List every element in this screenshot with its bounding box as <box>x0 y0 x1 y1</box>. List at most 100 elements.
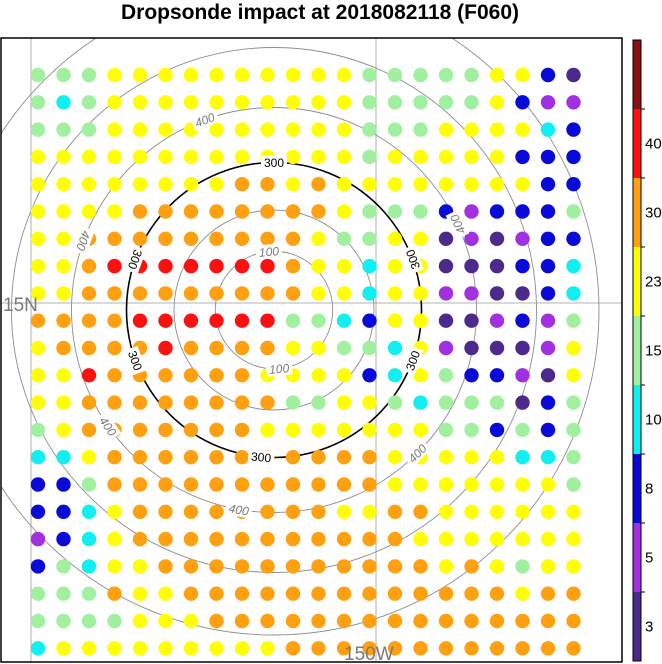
impact-point <box>362 149 377 165</box>
impact-point <box>81 122 97 137</box>
impact-point <box>540 286 556 301</box>
impact-point <box>336 450 352 465</box>
impact-point <box>489 258 505 274</box>
impact-point <box>285 313 301 328</box>
colorbar-segment <box>633 385 641 454</box>
impact-point <box>260 95 275 110</box>
impact-point <box>30 149 46 165</box>
impact-point <box>158 122 173 137</box>
colorbar-segment <box>633 247 641 316</box>
impact-point <box>515 177 530 192</box>
impact-point <box>515 559 530 574</box>
impact-point <box>209 613 224 629</box>
contour-label-bg <box>224 500 253 519</box>
impact-point <box>209 395 224 410</box>
impact-point <box>464 122 479 137</box>
impact-point <box>234 586 250 601</box>
impact-point <box>183 531 199 547</box>
impact-point <box>566 422 581 438</box>
impact-point <box>387 368 403 383</box>
impact-point <box>515 95 530 110</box>
impact-point <box>183 395 199 410</box>
impact-point <box>56 313 71 328</box>
impact-point <box>285 422 301 438</box>
contour-label-bg <box>190 108 220 131</box>
impact-point <box>387 149 403 165</box>
impact-point <box>387 504 403 519</box>
impact-point <box>183 559 199 574</box>
impact-point <box>107 149 122 165</box>
impact-point <box>107 641 122 656</box>
impact-point <box>209 67 224 83</box>
impact-point <box>336 395 352 410</box>
impact-point <box>132 395 148 410</box>
impact-point <box>438 231 454 246</box>
impact-point <box>234 313 250 328</box>
impact-point <box>362 177 377 192</box>
impact-point <box>387 395 403 410</box>
contour-500 <box>11 47 537 573</box>
impact-point <box>489 204 505 219</box>
impact-point <box>209 313 224 328</box>
impact-point <box>107 395 122 410</box>
impact-point <box>56 531 71 547</box>
impact-point <box>30 504 46 519</box>
impact-point <box>540 95 556 110</box>
impact-point <box>183 586 199 601</box>
impact-point <box>387 586 403 601</box>
contour-label-300: 300 <box>251 450 272 466</box>
impact-point <box>413 204 428 219</box>
impact-point <box>107 586 122 601</box>
impact-point <box>132 313 148 328</box>
impact-point <box>234 95 250 110</box>
impact-point <box>540 504 556 519</box>
impact-point <box>540 368 556 383</box>
impact-point <box>540 395 556 410</box>
contour-label-300: 300 <box>125 349 145 373</box>
impact-point <box>81 395 97 410</box>
impact-point <box>515 450 530 465</box>
impact-point <box>285 559 301 574</box>
impact-point <box>234 395 250 410</box>
impact-point <box>540 67 556 83</box>
impact-point <box>81 450 97 465</box>
impact-point <box>413 286 428 301</box>
impact-point <box>362 286 377 301</box>
impact-point <box>489 613 505 629</box>
impact-point <box>56 559 71 574</box>
impact-point <box>56 231 71 246</box>
impact-point <box>336 613 352 629</box>
impact-point <box>81 286 97 301</box>
impact-point <box>234 258 250 274</box>
impact-point <box>56 177 71 192</box>
impact-point <box>158 67 173 83</box>
impact-point <box>285 531 301 547</box>
impact-point <box>260 313 275 328</box>
impact-point <box>566 313 581 328</box>
impact-point <box>30 559 46 574</box>
impact-point <box>107 122 122 137</box>
impact-point <box>132 422 148 438</box>
impact-point <box>56 368 71 383</box>
impact-point <box>183 422 199 438</box>
impact-point <box>56 95 71 110</box>
impact-point <box>438 258 454 274</box>
impact-point <box>260 67 275 83</box>
impact-point <box>413 313 428 328</box>
impact-point <box>183 504 199 519</box>
impact-point <box>387 313 403 328</box>
impact-point <box>107 477 122 492</box>
impact-point <box>566 149 581 165</box>
impact-point <box>515 258 530 274</box>
contour-label-bg <box>261 155 287 170</box>
impact-point <box>464 368 479 383</box>
impact-point <box>30 231 46 246</box>
colorbar-segment <box>633 454 641 523</box>
impact-point <box>132 286 148 301</box>
impact-point <box>209 340 224 356</box>
impact-point <box>464 450 479 465</box>
impact-point <box>260 177 275 192</box>
impact-point <box>566 231 581 246</box>
impact-point <box>336 531 352 547</box>
contour-label-bg <box>247 448 275 466</box>
